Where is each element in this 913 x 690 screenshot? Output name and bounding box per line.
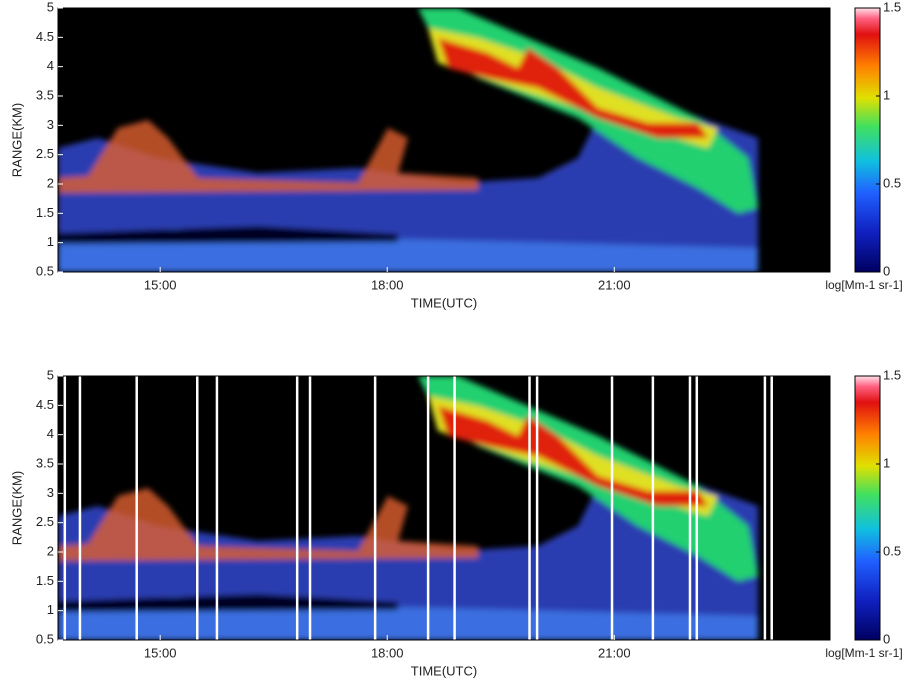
heatmap-image [58,376,830,640]
colorbar-tick-label: 0.5 [883,543,901,558]
y-tick-label: 3.5 [36,87,54,102]
plot-frame [57,7,831,273]
x-tick-label: 15:00 [144,277,177,292]
y-tick-label: 0.5 [36,631,54,646]
x-tick-label: 21:00 [598,277,631,292]
y-tick-label: 4.5 [36,397,54,412]
y-tick-label: 3 [47,485,54,500]
y-tick-label: 4.5 [36,29,54,44]
colorbar-tick-label: 1.5 [883,0,901,14]
y-tick-label: 1.5 [36,573,54,588]
y-axis-label: RANGE(KM) [9,103,24,177]
y-tick-label: 1 [47,234,54,249]
y-tick-label: 2 [47,175,54,190]
y-tick-label: 3 [47,117,54,132]
colorbar [854,375,881,641]
x-axis-label: TIME(UTC) [411,663,477,678]
plot-frame [57,375,831,641]
colorbar-tick-label: 1 [883,87,890,102]
colorbar-tick-label: 1.5 [883,367,901,382]
y-tick-label: 3.5 [36,455,54,470]
x-tick-label: 21:00 [598,645,631,660]
heatmap-image [58,8,830,272]
colorbar-tick-label: 0.5 [883,175,901,190]
colorbar-label: log[Mm-1 sr-1] [825,278,902,292]
colorbar-tick-label: 1 [883,455,890,470]
panel: 0.5 1 1.5 2 2.5 3 3.5 4 4.5 5 15:00 18:00 21:00 TIME(… [9,367,902,678]
colorbar [854,7,881,273]
y-tick-label: 2 [47,543,54,558]
x-tick-label: 18:00 [371,645,404,660]
panel: 0.5 1 1.5 2 2.5 3 3.5 4 4.5 5 15:00 18:00 21:00 TIME(… [9,0,902,310]
colorbar-tick-label: 0 [883,263,890,278]
colorbar-tick-label: 0 [883,631,890,646]
y-tick-label: 1 [47,602,54,617]
y-axis-label: RANGE(KM) [9,471,24,545]
y-tick-label: 1.5 [36,205,54,220]
y-tick-label: 2.5 [36,146,54,161]
y-tick-label: 4 [47,58,54,73]
x-tick-label: 18:00 [371,277,404,292]
y-tick-label: 2.5 [36,514,54,529]
y-tick-label: 0.5 [36,263,54,278]
y-tick-label: 5 [47,0,54,14]
x-tick-label: 15:00 [144,645,177,660]
x-axis-label: TIME(UTC) [411,295,477,310]
colorbar-label: log[Mm-1 sr-1] [825,646,902,660]
y-tick-label: 5 [47,367,54,382]
y-tick-label: 4 [47,426,54,441]
